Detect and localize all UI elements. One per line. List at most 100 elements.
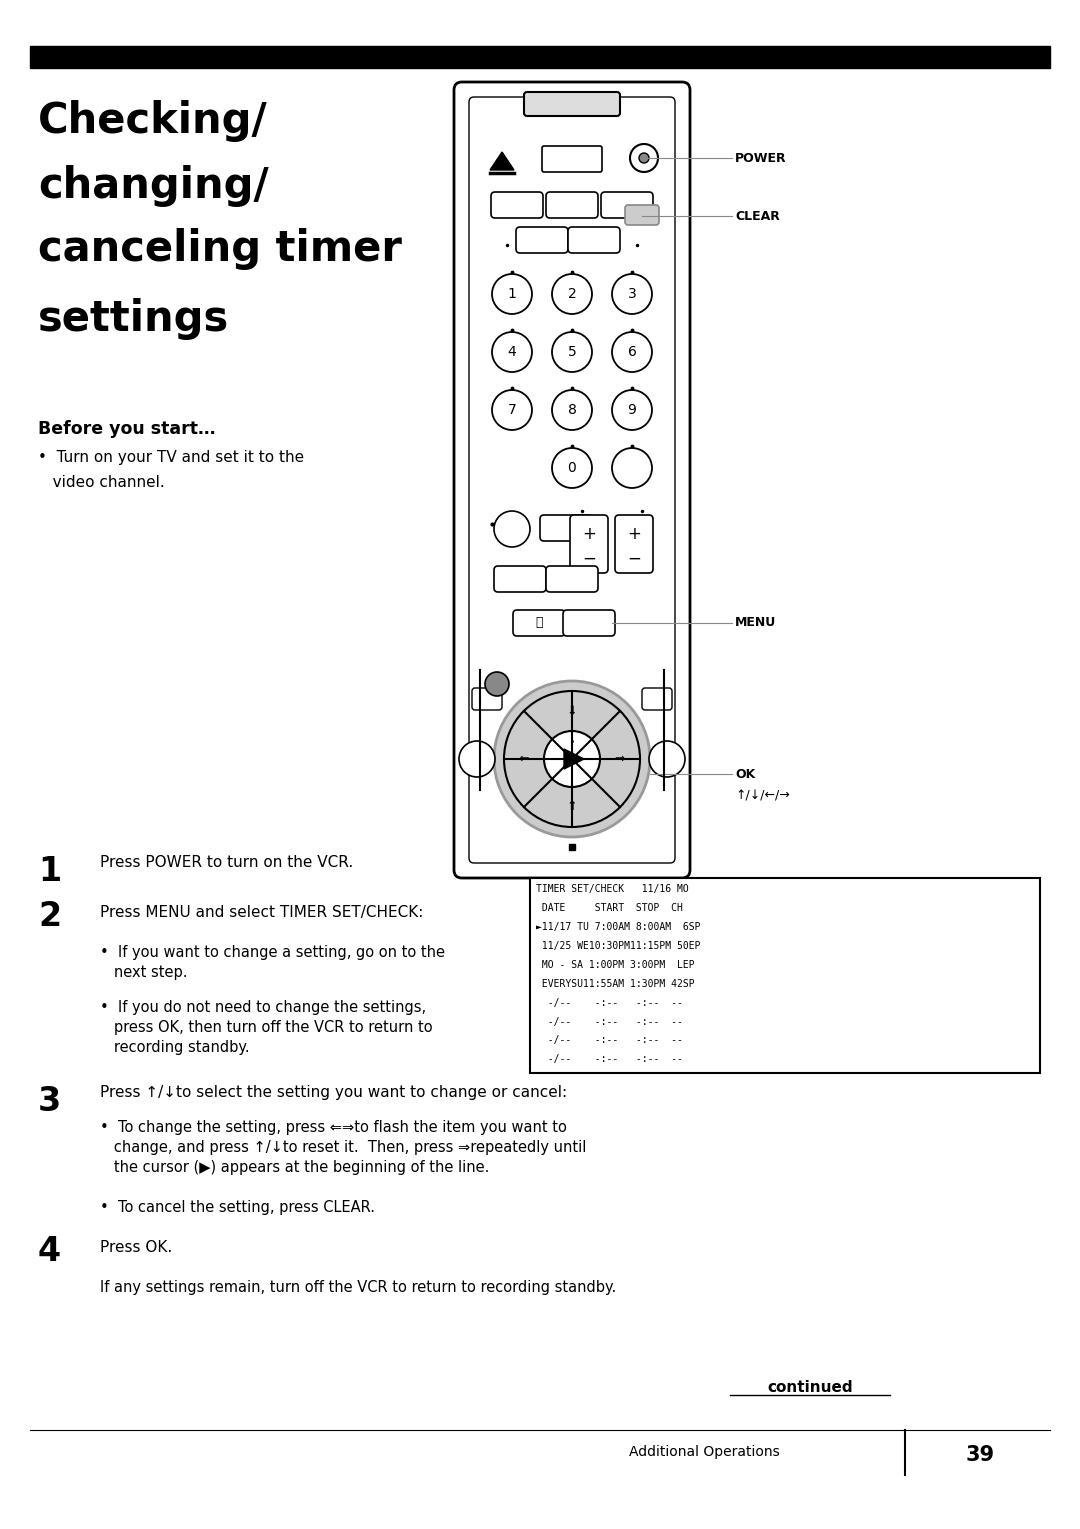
Polygon shape: [564, 749, 584, 769]
Text: •  If you do not need to change the settings,: • If you do not need to change the setti…: [100, 1000, 427, 1015]
Text: change, and press ↑/↓to reset it.  Then, press ⇒repeatedly until: change, and press ↑/↓to reset it. Then, …: [100, 1141, 586, 1154]
Circle shape: [494, 511, 530, 547]
Text: -/--    -:--   -:--  --: -/-- -:-- -:-- --: [536, 1017, 683, 1026]
Text: -/--    -:--   -:--  --: -/-- -:-- -:-- --: [536, 997, 683, 1008]
FancyBboxPatch shape: [513, 610, 565, 636]
Text: -/--    -:--   -:--  --: -/-- -:-- -:-- --: [536, 1035, 683, 1046]
Text: ⏸: ⏸: [536, 616, 543, 630]
Text: 3: 3: [38, 1086, 62, 1118]
Text: video channel.: video channel.: [38, 476, 165, 489]
Text: ↑/↓/←/→: ↑/↓/←/→: [735, 789, 789, 803]
Text: OK: OK: [735, 768, 755, 780]
Text: 8: 8: [568, 404, 577, 417]
Text: POWER: POWER: [735, 151, 786, 165]
Text: 4: 4: [38, 1235, 62, 1268]
Circle shape: [649, 742, 685, 777]
Circle shape: [552, 274, 592, 313]
Circle shape: [552, 390, 592, 430]
FancyBboxPatch shape: [469, 96, 675, 862]
Text: CLEAR: CLEAR: [735, 209, 780, 223]
Circle shape: [630, 144, 658, 171]
Circle shape: [576, 148, 596, 168]
Text: TIMER SET/CHECK   11/16 MO: TIMER SET/CHECK 11/16 MO: [536, 884, 689, 894]
Polygon shape: [490, 151, 514, 170]
Text: +: +: [627, 524, 640, 543]
Text: next step.: next step.: [100, 965, 188, 980]
Text: 7: 7: [508, 404, 516, 417]
Text: •  To cancel the setting, press CLEAR.: • To cancel the setting, press CLEAR.: [100, 1200, 375, 1216]
Text: ⇐: ⇐: [518, 752, 529, 766]
Circle shape: [552, 332, 592, 372]
Text: •  If you want to change a setting, go on to the: • If you want to change a setting, go on…: [100, 945, 445, 960]
Text: 2: 2: [38, 901, 62, 933]
Circle shape: [554, 154, 562, 162]
Text: ⇑: ⇑: [567, 801, 577, 813]
FancyBboxPatch shape: [491, 193, 543, 219]
FancyBboxPatch shape: [615, 515, 653, 573]
Circle shape: [612, 390, 652, 430]
FancyBboxPatch shape: [563, 610, 615, 636]
Text: ⇓: ⇓: [567, 705, 577, 717]
Text: Press OK.: Press OK.: [100, 1240, 172, 1255]
Circle shape: [494, 680, 650, 836]
Text: -/--    -:--   -:--  --: -/-- -:-- -:-- --: [536, 1055, 683, 1064]
Text: 11/25 WE10:30PM11:15PM 50EP: 11/25 WE10:30PM11:15PM 50EP: [536, 940, 701, 951]
Text: 0: 0: [568, 462, 577, 476]
Text: Checking/: Checking/: [38, 99, 268, 142]
Text: +: +: [582, 524, 596, 543]
FancyBboxPatch shape: [454, 83, 690, 878]
Text: If any settings remain, turn off the VCR to return to recording standby.: If any settings remain, turn off the VCR…: [100, 1280, 617, 1295]
Circle shape: [492, 274, 532, 313]
Text: ►11/17 TU 7:00AM 8:00AM  6SP: ►11/17 TU 7:00AM 8:00AM 6SP: [536, 922, 701, 931]
FancyBboxPatch shape: [546, 566, 598, 592]
Text: recording standby.: recording standby.: [100, 1040, 249, 1055]
Text: •  To change the setting, press ⇐⇒to flash the item you want to: • To change the setting, press ⇐⇒to flas…: [100, 1121, 567, 1135]
Text: 4: 4: [508, 346, 516, 359]
Circle shape: [492, 390, 532, 430]
Text: MENU: MENU: [735, 616, 777, 630]
Text: 3: 3: [627, 287, 636, 301]
Text: Press MENU and select TIMER SET/CHECK:: Press MENU and select TIMER SET/CHECK:: [100, 905, 423, 920]
Circle shape: [612, 274, 652, 313]
Circle shape: [552, 448, 592, 488]
Text: 1: 1: [38, 855, 62, 888]
FancyBboxPatch shape: [524, 92, 620, 116]
FancyBboxPatch shape: [494, 566, 546, 592]
Bar: [30, 46, 1050, 67]
Text: 9: 9: [627, 404, 636, 417]
FancyBboxPatch shape: [600, 193, 653, 219]
Text: Additional Operations: Additional Operations: [630, 1445, 780, 1459]
Text: 2: 2: [568, 287, 577, 301]
Text: continued: continued: [767, 1381, 853, 1394]
Text: 1: 1: [508, 287, 516, 301]
Text: •  Turn on your TV and set it to the: • Turn on your TV and set it to the: [38, 450, 305, 465]
Circle shape: [612, 448, 652, 488]
Text: 5: 5: [568, 346, 577, 359]
Circle shape: [459, 742, 495, 777]
Text: changing/: changing/: [38, 165, 269, 206]
FancyBboxPatch shape: [546, 193, 598, 219]
Text: 6: 6: [627, 346, 636, 359]
Circle shape: [612, 332, 652, 372]
FancyBboxPatch shape: [568, 226, 620, 252]
Circle shape: [544, 731, 600, 787]
Text: canceling timer: canceling timer: [38, 228, 402, 271]
Bar: [530, 878, 1040, 1073]
FancyBboxPatch shape: [570, 515, 608, 573]
Circle shape: [582, 154, 590, 162]
Circle shape: [548, 148, 568, 168]
Text: Press POWER to turn on the VCR.: Press POWER to turn on the VCR.: [100, 855, 353, 870]
Circle shape: [485, 673, 509, 696]
FancyBboxPatch shape: [472, 688, 502, 709]
Text: Before you start…: Before you start…: [38, 420, 216, 437]
Text: −: −: [582, 550, 596, 567]
Text: the cursor (▶) appears at the beginning of the line.: the cursor (▶) appears at the beginning …: [100, 1161, 489, 1174]
Text: settings: settings: [38, 298, 229, 339]
FancyBboxPatch shape: [516, 226, 568, 252]
Circle shape: [504, 691, 640, 827]
Text: 39: 39: [966, 1445, 995, 1465]
FancyBboxPatch shape: [642, 688, 672, 709]
Text: press OK, then turn off the VCR to return to: press OK, then turn off the VCR to retur…: [100, 1020, 433, 1035]
FancyBboxPatch shape: [540, 515, 592, 541]
FancyBboxPatch shape: [542, 145, 602, 171]
